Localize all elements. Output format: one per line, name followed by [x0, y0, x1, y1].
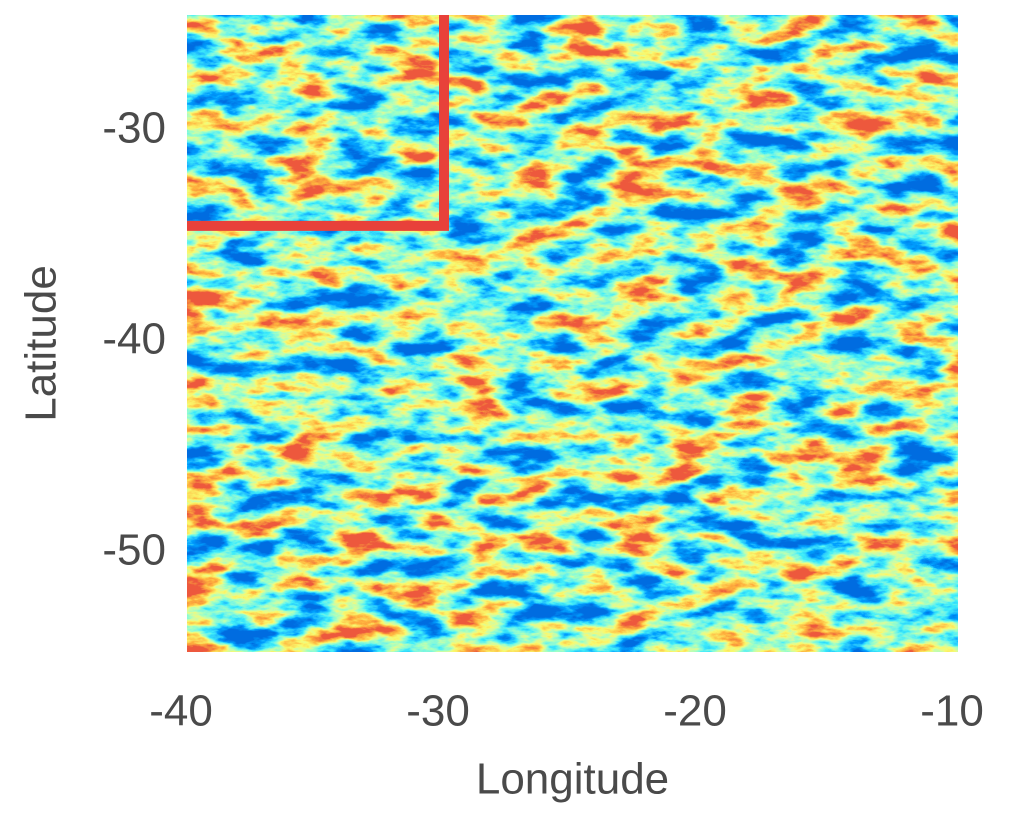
x-tick-label: -40: [149, 687, 213, 736]
y-tick-label: -30: [102, 104, 166, 153]
region-box: [187, 15, 449, 231]
y-tick-label: -40: [102, 315, 166, 364]
y-axis-label: Latitude: [17, 265, 66, 422]
x-tick-label: -20: [663, 687, 727, 736]
x-tick-label: -10: [920, 687, 984, 736]
x-axis-label: Longitude: [476, 755, 669, 804]
x-tick-label: -30: [406, 687, 470, 736]
heatmap-field: [187, 15, 958, 652]
y-tick-label: -50: [102, 525, 166, 574]
